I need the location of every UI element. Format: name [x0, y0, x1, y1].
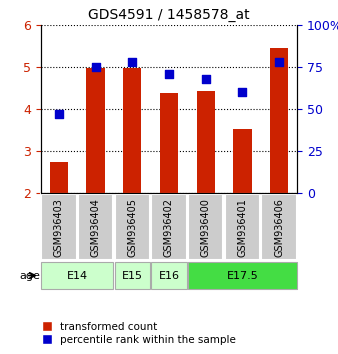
FancyBboxPatch shape [262, 194, 297, 260]
Point [203, 76, 209, 81]
Text: GSM936402: GSM936402 [164, 198, 174, 257]
Bar [233, 129, 251, 193]
FancyBboxPatch shape [41, 194, 76, 260]
Text: GSM936403: GSM936403 [54, 198, 64, 257]
FancyBboxPatch shape [188, 194, 223, 260]
Point [276, 59, 282, 65]
Point [93, 64, 98, 70]
Text: E15: E15 [122, 270, 143, 280]
Text: E16: E16 [159, 270, 179, 280]
Text: E17.5: E17.5 [226, 270, 258, 280]
Point [56, 111, 62, 117]
FancyBboxPatch shape [225, 194, 260, 260]
Text: GSM936400: GSM936400 [201, 198, 211, 257]
Text: E14: E14 [67, 270, 88, 280]
Title: GDS4591 / 1458578_at: GDS4591 / 1458578_at [88, 8, 250, 22]
FancyBboxPatch shape [78, 194, 113, 260]
FancyBboxPatch shape [188, 262, 297, 289]
Text: age: age [20, 270, 41, 280]
Bar [160, 93, 178, 193]
Bar [196, 91, 215, 193]
Text: GSM936401: GSM936401 [237, 198, 247, 257]
FancyBboxPatch shape [151, 194, 187, 260]
FancyBboxPatch shape [151, 262, 187, 289]
Point [166, 71, 172, 76]
Bar [123, 68, 142, 193]
Text: GSM936405: GSM936405 [127, 198, 137, 257]
Bar [270, 48, 288, 193]
FancyBboxPatch shape [115, 262, 150, 289]
Text: GSM936404: GSM936404 [91, 198, 101, 257]
FancyBboxPatch shape [115, 194, 150, 260]
Bar [87, 68, 105, 193]
Point [240, 89, 245, 95]
Text: GSM936406: GSM936406 [274, 198, 284, 257]
Point [129, 59, 135, 65]
Legend: transformed count, percentile rank within the sample: transformed count, percentile rank withi… [32, 317, 240, 349]
Bar [50, 162, 68, 193]
FancyBboxPatch shape [41, 262, 113, 289]
